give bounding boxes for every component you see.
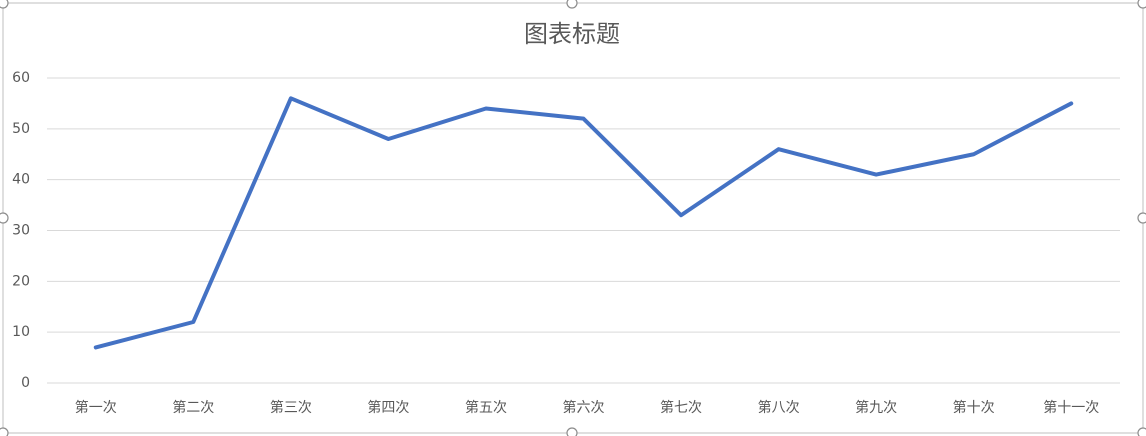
x-tick-label: 第五次 (465, 399, 507, 416)
x-tick-label: 第八次 (758, 399, 800, 416)
x-tick-label: 第六次 (563, 399, 605, 416)
x-tick-label: 第十一次 (1043, 399, 1099, 416)
x-tick-label: 第三次 (270, 399, 312, 416)
x-tick-label: 第九次 (855, 399, 897, 416)
x-tick-label: 第十次 (953, 399, 995, 416)
y-tick-label: 0 (21, 375, 30, 391)
data-line (93, 96, 1074, 350)
x-tick-label: 第二次 (172, 399, 214, 416)
x-tick-label: 第四次 (367, 399, 409, 416)
x-tick-label: 第一次 (75, 399, 117, 416)
y-tick-label: 40 (12, 172, 30, 188)
x-tick-label: 第七次 (660, 399, 702, 416)
y-tick-label: 30 (12, 223, 30, 239)
y-tick-label: 10 (12, 324, 30, 340)
y-tick-label: 20 (12, 273, 30, 289)
y-tick-label: 50 (12, 121, 30, 137)
chart-title: 图表标题 (524, 20, 620, 48)
y-tick-label: 60 (12, 70, 30, 86)
